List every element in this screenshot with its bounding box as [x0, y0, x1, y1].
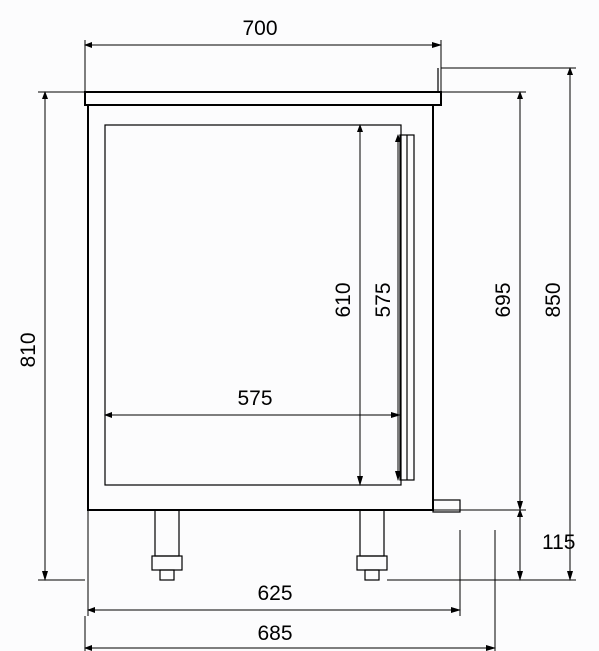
dim-top-700 [85, 40, 441, 92]
dim-text-695: 695 [492, 282, 515, 317]
dim-left-810 [38, 92, 85, 580]
dim-text-575h: 575 [372, 282, 395, 317]
cabinet-inner-panel [105, 125, 401, 485]
dim-text-115: 115 [542, 531, 575, 554]
top-slab [85, 92, 441, 105]
dim-text-610: 610 [332, 282, 355, 317]
leg-left [152, 510, 182, 580]
dim-text-575w: 575 [237, 387, 272, 410]
dim-text-625: 625 [257, 582, 292, 605]
dim-text-685: 685 [257, 622, 292, 645]
dim-right-850 [387, 68, 576, 580]
dim-text-810: 810 [17, 332, 40, 367]
dim-text-850: 850 [542, 282, 565, 317]
dim-text-700: 700 [242, 17, 277, 40]
leg-right [357, 510, 387, 580]
